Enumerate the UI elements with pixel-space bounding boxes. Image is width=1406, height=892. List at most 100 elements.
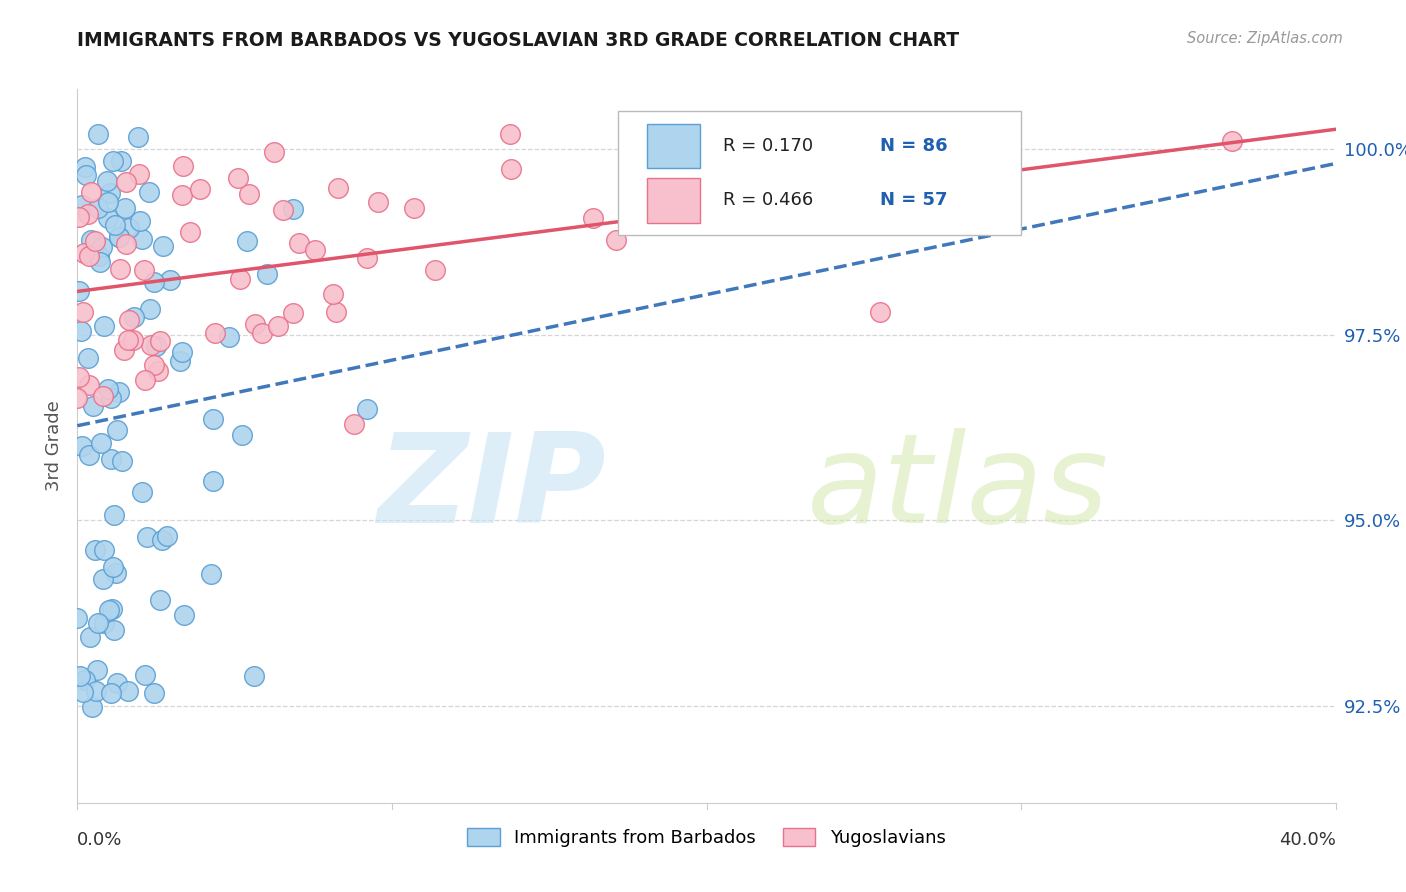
Text: Source: ZipAtlas.com: Source: ZipAtlas.com — [1187, 31, 1343, 46]
Point — [76, 351, 98, 366]
Point — [101, 602, 124, 616]
Point — [100, 392, 122, 406]
Point — [304, 244, 326, 258]
Point — [66, 391, 89, 405]
Point — [118, 220, 141, 235]
Point — [141, 338, 163, 352]
Point — [103, 508, 125, 522]
Text: atlas: atlas — [807, 428, 1109, 549]
Point — [66, 611, 89, 625]
Point — [110, 153, 132, 168]
Point — [218, 330, 240, 344]
Point — [124, 310, 146, 325]
Point — [115, 175, 138, 189]
Point — [128, 167, 150, 181]
Point — [152, 239, 174, 253]
Point — [156, 529, 179, 543]
Point — [104, 566, 127, 580]
Bar — [647, 178, 700, 222]
Text: N = 86: N = 86 — [880, 137, 948, 155]
Point — [1220, 134, 1243, 148]
Point — [150, 533, 173, 548]
Point — [117, 333, 139, 347]
Legend: Immigrants from Barbados, Yugoslavians: Immigrants from Barbados, Yugoslavians — [460, 821, 953, 855]
Point — [172, 160, 194, 174]
Y-axis label: 3rd Grade: 3rd Grade — [45, 401, 63, 491]
Point — [501, 162, 523, 177]
Point — [105, 675, 128, 690]
Point — [231, 428, 253, 442]
Point — [159, 273, 181, 287]
Text: ZIP: ZIP — [377, 428, 606, 549]
Point — [869, 305, 891, 319]
Point — [136, 530, 159, 544]
Text: 40.0%: 40.0% — [1279, 831, 1336, 849]
Point — [91, 572, 114, 586]
Point — [97, 194, 120, 209]
Point — [132, 262, 155, 277]
Point — [267, 319, 290, 334]
Point — [103, 623, 125, 637]
Point — [250, 326, 273, 340]
Point — [80, 185, 103, 199]
Point — [179, 225, 201, 239]
Point — [82, 400, 104, 414]
Point — [75, 673, 97, 687]
Point — [87, 127, 110, 141]
Point — [77, 378, 100, 392]
Point — [127, 129, 149, 144]
Point — [79, 249, 101, 263]
Point — [108, 384, 131, 399]
Point — [143, 686, 166, 700]
Point — [76, 207, 98, 221]
Point — [101, 559, 124, 574]
Point — [70, 198, 93, 212]
Point — [108, 262, 131, 277]
Point — [226, 171, 249, 186]
Point — [145, 339, 167, 353]
Text: IMMIGRANTS FROM BARBADOS VS YUGOSLAVIAN 3RD GRADE CORRELATION CHART: IMMIGRANTS FROM BARBADOS VS YUGOSLAVIAN … — [77, 31, 959, 50]
Point — [356, 251, 378, 265]
Point — [89, 255, 111, 269]
Point — [97, 382, 120, 396]
Point — [72, 305, 94, 319]
Point — [93, 616, 115, 631]
Point — [689, 218, 711, 232]
Point — [134, 373, 156, 387]
Point — [138, 185, 160, 199]
Point — [112, 343, 135, 358]
Point — [343, 417, 366, 431]
Point — [96, 174, 118, 188]
FancyBboxPatch shape — [619, 111, 1021, 235]
Point — [82, 699, 104, 714]
Point — [238, 187, 260, 202]
Point — [70, 439, 93, 453]
Point — [143, 358, 166, 372]
Point — [322, 287, 344, 301]
Point — [86, 663, 108, 677]
Point — [84, 683, 107, 698]
Point — [202, 474, 225, 488]
Point — [134, 668, 156, 682]
Point — [236, 234, 259, 248]
Point — [114, 237, 136, 252]
Point — [605, 234, 627, 248]
Point — [650, 127, 672, 141]
Point — [169, 354, 191, 368]
Point — [325, 304, 347, 318]
Point — [271, 203, 294, 218]
Text: R = 0.170: R = 0.170 — [723, 137, 813, 155]
Point — [281, 305, 304, 319]
Point — [84, 542, 107, 557]
Point — [108, 230, 131, 244]
Point — [114, 201, 136, 215]
Bar — [647, 124, 700, 169]
Point — [204, 326, 226, 340]
Point — [139, 301, 162, 316]
Point — [498, 127, 520, 141]
Point — [79, 630, 101, 644]
Point — [402, 201, 425, 215]
Point — [75, 168, 97, 182]
Point — [202, 412, 225, 426]
Point — [256, 267, 278, 281]
